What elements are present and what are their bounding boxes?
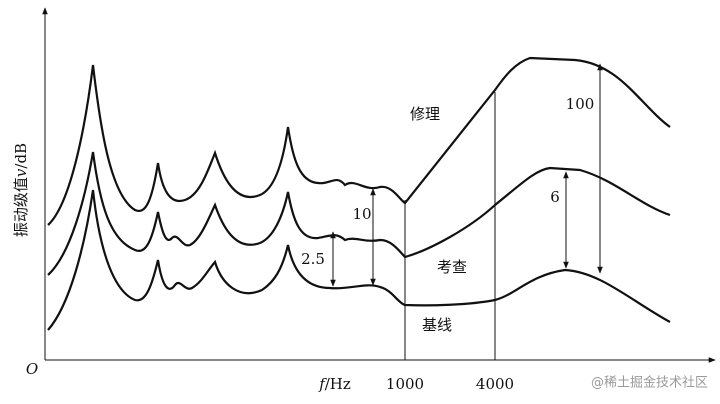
curve-baseline <box>47 189 671 331</box>
x-label-var: f <box>318 375 327 393</box>
y-label-var: v <box>12 168 30 177</box>
watermark: @稀土掘金技术社区 <box>591 375 708 391</box>
annotation: 10 <box>352 205 371 223</box>
curve-inspect <box>47 151 671 276</box>
x-axis-label: f/Hz <box>318 375 351 393</box>
y-label-unit: /dB <box>12 143 30 169</box>
x-mark: 1000 <box>386 375 424 393</box>
annotation: 100 <box>566 95 595 113</box>
origin: O <box>26 360 38 378</box>
curve-label: 基线 <box>422 316 452 334</box>
x-label-unit: /Hz <box>325 375 351 393</box>
annotation: 6 <box>550 188 560 206</box>
curve-label: 修理 <box>410 105 440 123</box>
x-mark: 4000 <box>476 375 514 393</box>
annotation: 2.5 <box>301 250 325 268</box>
y-axis-label: 振动级值v/dB <box>12 143 30 237</box>
curve-repair <box>47 56 671 226</box>
curve-label: 考查 <box>437 258 467 276</box>
y-label-text: 振动级值 <box>12 177 30 237</box>
